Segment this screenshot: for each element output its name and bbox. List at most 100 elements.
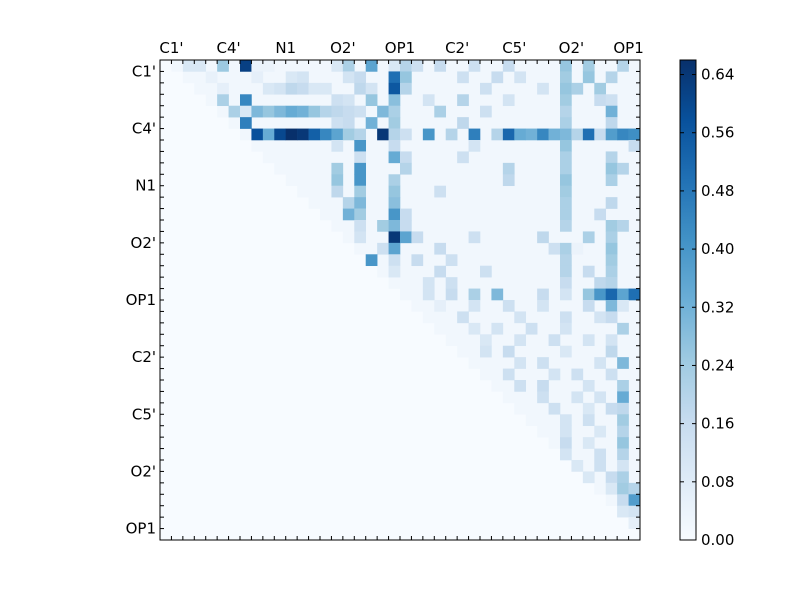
heatmap-cell bbox=[342, 117, 355, 129]
heatmap-cell bbox=[411, 60, 424, 72]
heatmap-cell bbox=[537, 231, 549, 244]
y-tick-label: OP1 bbox=[126, 291, 156, 309]
heatmap-cell bbox=[628, 505, 641, 518]
heatmap-cell bbox=[342, 105, 355, 118]
heatmap-cell bbox=[560, 254, 572, 267]
heatmap-cell bbox=[628, 128, 641, 141]
heatmap-cell bbox=[617, 220, 629, 232]
heatmap-cell bbox=[605, 368, 618, 381]
heatmap-cell bbox=[560, 265, 572, 278]
heatmap-cell bbox=[228, 105, 241, 118]
heatmap-cell bbox=[617, 162, 629, 175]
heatmap-cell bbox=[502, 60, 515, 72]
heatmap-cell bbox=[560, 140, 572, 152]
heatmap-cell bbox=[514, 380, 527, 392]
heatmap-cell bbox=[582, 380, 595, 392]
heatmap-cell bbox=[605, 254, 618, 267]
heatmap-cell bbox=[571, 368, 584, 381]
heatmap-cell bbox=[480, 334, 492, 347]
heatmap-cell bbox=[297, 128, 309, 141]
heatmap-triangle-row bbox=[422, 311, 641, 324]
heatmap-cell bbox=[388, 117, 401, 129]
heatmap-cell bbox=[594, 425, 607, 438]
heatmap-cell bbox=[617, 60, 629, 72]
colorbar-tick-label: 0.00 bbox=[701, 531, 734, 549]
heatmap-cell bbox=[605, 151, 618, 164]
x-tick-label: C1' bbox=[159, 39, 183, 57]
heatmap-cell bbox=[354, 140, 367, 152]
colorbar-tick-label: 0.32 bbox=[701, 298, 734, 316]
heatmap-cell bbox=[251, 128, 264, 141]
y-tick-label: O2' bbox=[131, 462, 156, 480]
heatmap-triangle-row bbox=[354, 242, 641, 255]
heatmap-cell bbox=[377, 242, 389, 255]
heatmap-cell bbox=[342, 94, 355, 107]
heatmap-cell bbox=[617, 425, 629, 438]
heatmap-cell bbox=[388, 265, 401, 278]
heatmap-cell bbox=[617, 402, 629, 415]
y-tick-label: C4' bbox=[132, 120, 156, 138]
heatmap-cell bbox=[434, 242, 447, 255]
heatmap-cell bbox=[582, 402, 595, 415]
x-tick-label: C5' bbox=[502, 39, 526, 57]
heatmap-triangle-row bbox=[457, 345, 641, 358]
heatmap-cell bbox=[628, 494, 641, 507]
heatmap-cell bbox=[560, 185, 572, 198]
heatmap-cell bbox=[594, 391, 607, 404]
heatmap-cell bbox=[560, 94, 572, 107]
heatmap-cell bbox=[468, 60, 481, 72]
heatmap-cell bbox=[445, 128, 458, 141]
heatmap-cell bbox=[605, 128, 618, 141]
heatmap-cell bbox=[537, 391, 549, 404]
heatmap-cell bbox=[617, 380, 629, 392]
heatmap-cell bbox=[605, 277, 618, 289]
heatmap-cell bbox=[331, 174, 344, 187]
heatmap-cell bbox=[605, 94, 618, 107]
heatmap-cell bbox=[400, 151, 412, 164]
heatmap-cell bbox=[537, 380, 549, 392]
heatmap-cell bbox=[251, 60, 264, 72]
heatmap-cell bbox=[388, 128, 401, 141]
heatmap-cell bbox=[525, 322, 538, 335]
colorbar-tick-label: 0.16 bbox=[701, 415, 734, 433]
heatmap-cell bbox=[274, 82, 287, 95]
heatmap-cell bbox=[594, 277, 607, 289]
heatmap-triangle-row bbox=[400, 288, 641, 301]
heatmap-cell bbox=[491, 288, 504, 301]
heatmap-cell bbox=[320, 128, 332, 141]
heatmap-cell bbox=[434, 185, 447, 198]
y-tick-label: O2' bbox=[131, 234, 156, 252]
heatmap-cell bbox=[388, 140, 401, 152]
y-tick-label: C2' bbox=[132, 348, 156, 366]
heatmap-cell bbox=[594, 357, 607, 369]
heatmap-cell bbox=[582, 71, 595, 84]
heatmap-cell bbox=[262, 105, 275, 118]
heatmap-cell bbox=[445, 288, 458, 301]
heatmap-cell bbox=[365, 254, 378, 267]
heatmap-triangle-row bbox=[365, 254, 641, 267]
heatmap-cell bbox=[262, 128, 275, 141]
heatmap-cell bbox=[628, 140, 641, 152]
heatmap-cell bbox=[560, 220, 572, 232]
heatmap-triangle-row bbox=[274, 162, 641, 175]
heatmap-cell bbox=[582, 437, 595, 449]
heatmap-cell bbox=[457, 151, 469, 164]
heatmap-cell bbox=[537, 288, 549, 301]
heatmap-cell bbox=[560, 311, 572, 324]
heatmap-triangle-row bbox=[228, 117, 641, 129]
heatmap-cell bbox=[537, 300, 549, 312]
heatmap-cell bbox=[617, 128, 629, 141]
heatmap-cell bbox=[251, 105, 264, 118]
heatmap-cell bbox=[240, 117, 252, 129]
heatmap-cell bbox=[548, 128, 561, 141]
heatmap-cell bbox=[388, 197, 401, 209]
heatmap-cell bbox=[571, 82, 584, 95]
heatmap-cell bbox=[514, 334, 527, 347]
heatmap-cell bbox=[560, 242, 572, 255]
heatmap-cell bbox=[628, 288, 641, 301]
heatmap-cell bbox=[548, 402, 561, 415]
heatmap-cell bbox=[617, 414, 629, 427]
heatmap-cell bbox=[400, 82, 412, 95]
x-tick-label: OP1 bbox=[385, 39, 415, 57]
heatmap-cell bbox=[594, 448, 607, 461]
